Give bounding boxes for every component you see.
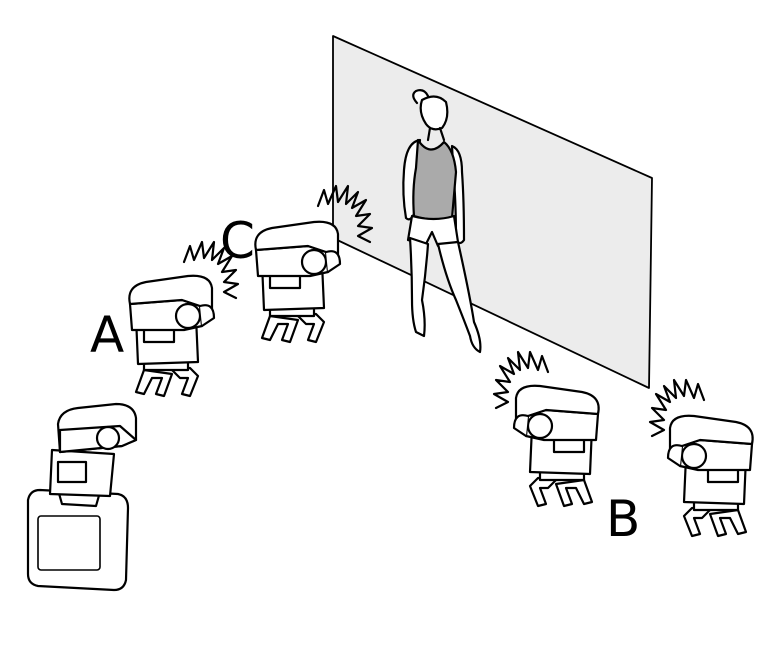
flash-unit-c [254,220,342,344]
model-tank-top [412,138,458,221]
backdrop-panel [332,35,653,389]
flash-unit-b1 [512,384,600,508]
label-b: B [606,490,640,548]
label-c: C [220,212,255,270]
label-a: A [90,306,124,364]
flash-unit-b2 [666,414,754,538]
camera-with-master-flash [26,402,138,592]
flash-unit-a [128,274,216,398]
camera-lcd-screen [37,515,101,571]
model-figure [402,89,482,354]
